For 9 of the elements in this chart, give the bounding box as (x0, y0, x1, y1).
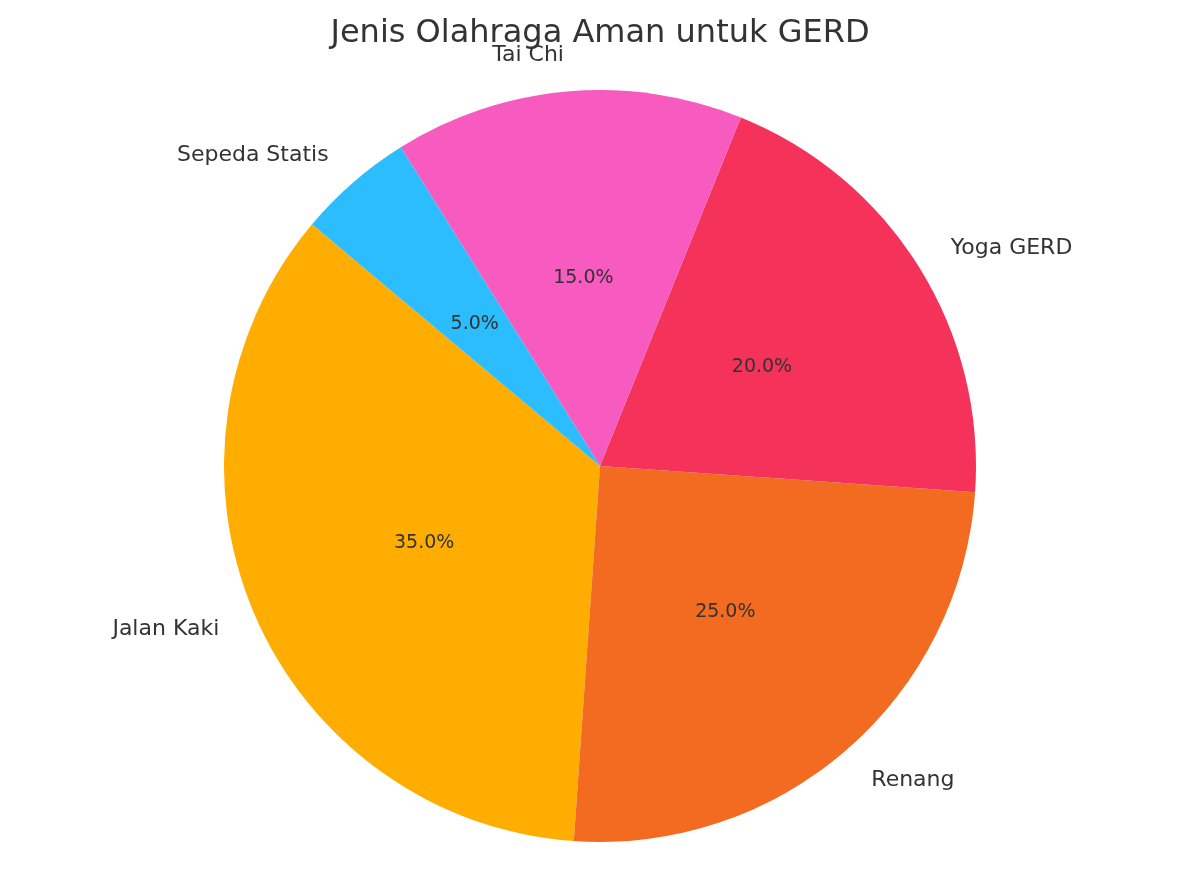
data-label: 15.0% (553, 264, 614, 287)
data-label: 5.0% (450, 310, 499, 333)
data-label: 35.0% (394, 529, 455, 552)
slice-label: Renang (871, 765, 955, 791)
data-label: 20.0% (731, 353, 793, 376)
slice-label: Yoga GERD (949, 234, 1073, 260)
slice-label: Sepeda Statis (176, 141, 329, 167)
data-label: 25.0% (695, 599, 756, 622)
slice-label: Jalan Kaki (110, 615, 220, 641)
